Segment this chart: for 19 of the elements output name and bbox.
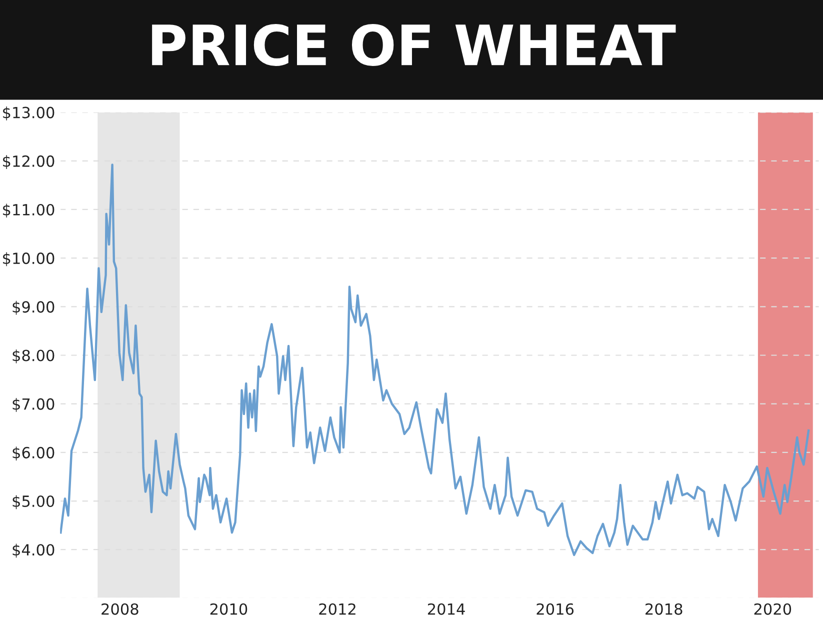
y-tick-label: $13.00 [3, 106, 54, 120]
x-tick-label: 2014 [428, 603, 465, 615]
x-tick-label: 2016 [536, 603, 574, 615]
y-tick-label: $4.00 [12, 544, 54, 558]
y-tick-label: $8.00 [12, 349, 54, 364]
line-series [60, 164, 810, 556]
x-tick-label: 2008 [102, 603, 138, 615]
x-tick-label: 2010 [210, 603, 248, 615]
x-tick-label: 2020 [754, 603, 792, 615]
y-tick-label: $11.00 [3, 204, 54, 218]
y-tick-label: $10.00 [3, 252, 54, 266]
y-tick-label: $5.00 [12, 495, 54, 510]
y-tick-label: $7.00 [12, 398, 54, 412]
y-tick-label: $6.00 [12, 446, 54, 460]
chart-title: PRICE OF WHEAT [152, 24, 676, 66]
y-tick-label: $12.00 [3, 155, 54, 169]
x-tick-label: 2018 [646, 603, 682, 615]
x-tick-label: 2012 [319, 603, 356, 615]
y-tick-label: $9.00 [12, 300, 54, 315]
